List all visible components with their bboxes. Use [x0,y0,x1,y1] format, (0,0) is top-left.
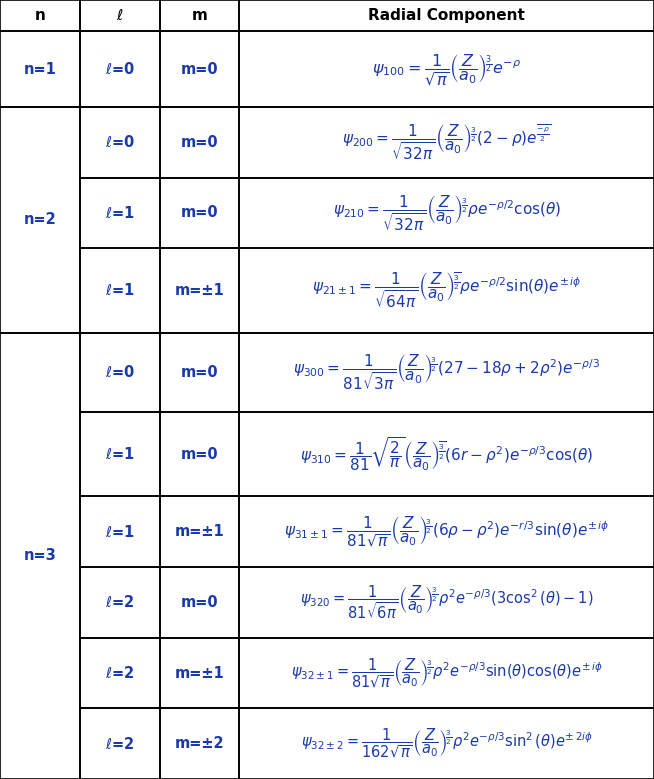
Bar [239,107,654,178]
Bar [0,333,80,779]
Bar [80,333,160,412]
Bar [239,412,654,496]
Text: $\psi_{32\pm 2} = \dfrac{1}{162\sqrt{\pi}} \left(\dfrac{Z}{a_0}\right)^{\!\frac{: $\psi_{32\pm 2} = \dfrac{1}{162\sqrt{\pi… [301,727,593,760]
Bar [239,31,654,107]
Text: m=0: m=0 [181,62,218,76]
Bar [239,333,654,412]
Bar [80,496,160,567]
Bar [160,107,239,178]
Bar [80,107,160,178]
Text: m=0: m=0 [181,595,218,610]
Text: m: m [192,8,207,23]
Text: $\psi_{200} = \dfrac{1}{\sqrt{32\pi}} \left(\dfrac{Z}{a_0}\right)^{\!\frac{3}{2}: $\psi_{200} = \dfrac{1}{\sqrt{32\pi}} \l… [342,122,551,162]
Bar [0,31,80,107]
Text: $\psi_{300} = \dfrac{1}{81\sqrt{3\pi}} \left(\dfrac{Z}{a_0}\right)^{\!\frac{3}{2: $\psi_{300} = \dfrac{1}{81\sqrt{3\pi}} \… [293,353,600,392]
Text: m=0: m=0 [181,206,218,220]
Text: m=±1: m=±1 [175,283,224,298]
Text: $\ell$=1: $\ell$=1 [105,205,135,221]
Bar [160,333,239,412]
Bar [160,0,239,31]
Bar [80,249,160,333]
Bar [0,107,80,333]
Text: n=2: n=2 [24,213,56,227]
Bar [160,412,239,496]
Bar [80,638,160,708]
Bar [0,0,80,31]
Text: $\ell$=1: $\ell$=1 [105,523,135,540]
Text: $\ell$=2: $\ell$=2 [105,594,134,611]
Bar [160,708,239,779]
Bar [160,31,239,107]
Bar [239,567,654,638]
Bar [160,638,239,708]
Bar [80,412,160,496]
Bar [239,178,654,249]
Text: $\ell$=1: $\ell$=1 [105,283,135,298]
Bar [160,178,239,249]
Text: $\psi_{310} = \dfrac{1}{81}\sqrt{\dfrac{2}{\pi}} \left(\dfrac{Z}{a_0}\right)^{\!: $\psi_{310} = \dfrac{1}{81}\sqrt{\dfrac{… [300,435,593,473]
Bar [80,178,160,249]
Text: $\ell$=1: $\ell$=1 [105,446,135,462]
Text: m=±1: m=±1 [175,524,224,539]
Bar [160,249,239,333]
Bar [80,0,160,31]
Text: $\psi_{31\pm 1} = \dfrac{1}{81\sqrt{\pi}} \left(\dfrac{Z}{a_0}\right)^{\!\frac{3: $\psi_{31\pm 1} = \dfrac{1}{81\sqrt{\pi}… [284,515,610,549]
Bar [239,638,654,708]
Text: m=0: m=0 [181,446,218,462]
Text: m=±2: m=±2 [175,736,224,751]
Text: $\psi_{32\pm 1} = \dfrac{1}{81\sqrt{\pi}} \left(\dfrac{Z}{a_0}\right)^{\!\frac{3: $\psi_{32\pm 1} = \dfrac{1}{81\sqrt{\pi}… [291,656,602,689]
Bar [239,249,654,333]
Text: m=0: m=0 [181,135,218,150]
Text: $\ell$: $\ell$ [116,8,124,23]
Text: $\psi_{210} = \dfrac{1}{\sqrt{32\pi}} \left(\dfrac{Z}{a_0}\right)^{\!\frac{3}{2}: $\psi_{210} = \dfrac{1}{\sqrt{32\pi}} \l… [333,193,560,233]
Bar [239,0,654,31]
Text: n: n [35,8,45,23]
Bar [160,567,239,638]
Text: m=0: m=0 [181,365,218,380]
Text: $\ell$=0: $\ell$=0 [105,61,135,77]
Text: $\psi_{100} = \dfrac{1}{\sqrt{\pi}} \left(\dfrac{Z}{a_0}\right)^{\!\frac{3}{2}} : $\psi_{100} = \dfrac{1}{\sqrt{\pi}} \lef… [372,51,521,86]
Bar [80,708,160,779]
Text: $\psi_{320} = \dfrac{1}{81\sqrt{6\pi}} \left(\dfrac{Z}{a_0}\right)^{\!\frac{3}{2: $\psi_{320} = \dfrac{1}{81\sqrt{6\pi}} \… [300,583,593,621]
Text: $\ell$=2: $\ell$=2 [105,665,134,681]
Bar [80,567,160,638]
Text: $\psi_{21\pm 1} = \dfrac{1}{\sqrt{64\pi}} \left(\dfrac{Z}{a_0}\right)^{\!\overli: $\psi_{21\pm 1} = \dfrac{1}{\sqrt{64\pi}… [312,271,581,310]
Text: m=±1: m=±1 [175,665,224,681]
Text: n=1: n=1 [24,62,56,76]
Bar [160,496,239,567]
Text: $\ell$=0: $\ell$=0 [105,365,135,380]
Text: n=3: n=3 [24,548,56,563]
Text: Radial Component: Radial Component [368,8,525,23]
Text: $\ell$=0: $\ell$=0 [105,134,135,150]
Bar [239,708,654,779]
Bar [239,496,654,567]
Bar [80,31,160,107]
Text: $\ell$=2: $\ell$=2 [105,735,134,752]
